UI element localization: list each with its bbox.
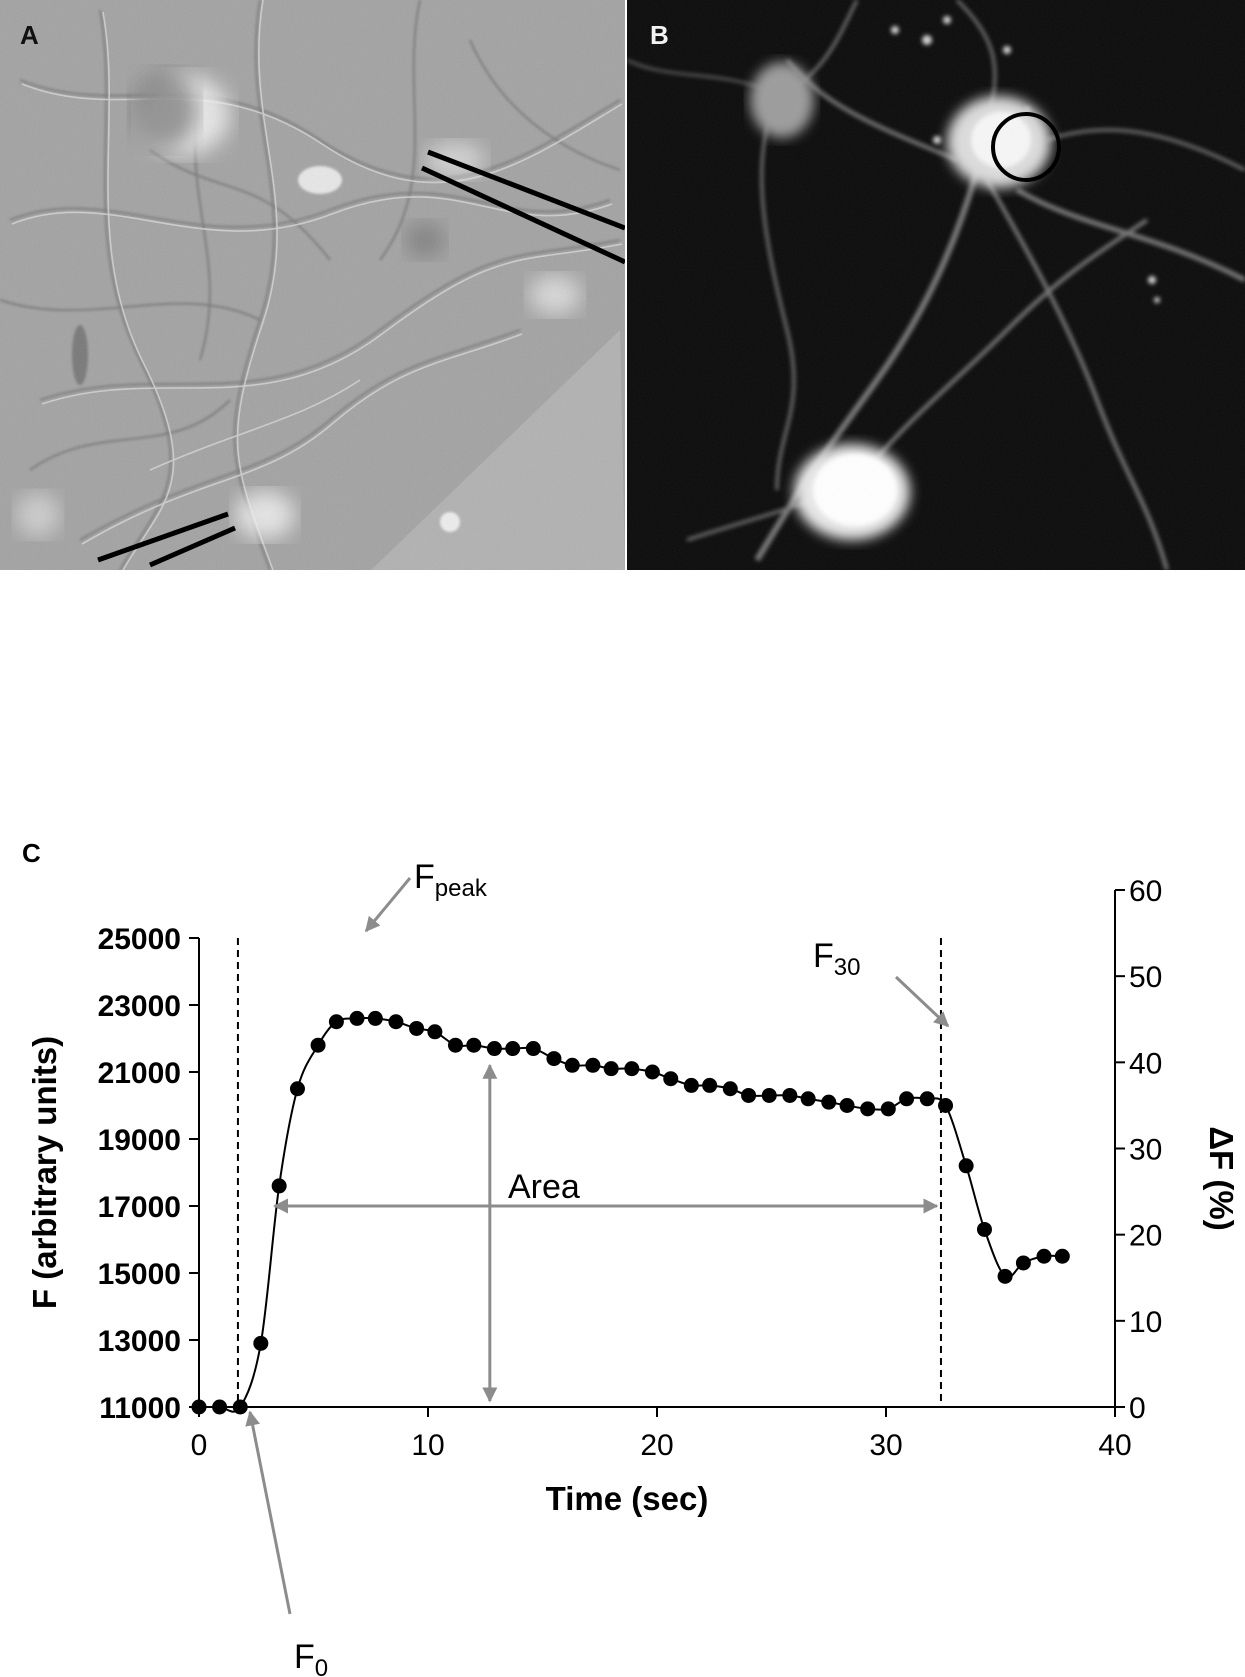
panel-c-label: C [22, 838, 41, 868]
panel-b-fluorescence-image: B [627, 0, 1245, 570]
data-point [958, 1158, 974, 1174]
area-label: Area [508, 1168, 580, 1206]
y-tick-label: 13000 [98, 1325, 181, 1358]
data-point [603, 1061, 619, 1077]
data-point [880, 1101, 896, 1117]
y-tick-label: 19000 [98, 1124, 181, 1157]
y-axis-title: F (arbitrary units) [26, 1036, 63, 1309]
y2-tick-label: 10 [1129, 1306, 1162, 1339]
data-point [388, 1014, 404, 1030]
data-point [741, 1087, 757, 1103]
pipette-lines [97, 149, 625, 568]
f-peak-label: Fpeak [414, 858, 488, 902]
data-point [644, 1064, 660, 1080]
panel-a-dic-image: A [0, 0, 625, 570]
data-point [409, 1020, 425, 1036]
data-point [505, 1041, 521, 1057]
panel-a-label: A [20, 20, 39, 50]
data-point [919, 1091, 935, 1107]
y-tick-label: 21000 [98, 1057, 181, 1090]
series-line [199, 1016, 1063, 1413]
data-point [349, 1010, 365, 1026]
data-point [447, 1037, 463, 1053]
y2-tick-label: 40 [1129, 1047, 1162, 1080]
data-point [191, 1399, 207, 1415]
data-point [585, 1057, 601, 1073]
f0-label: F0 [294, 1638, 328, 1677]
x-tick-label: 20 [640, 1429, 673, 1462]
data-point [367, 1010, 383, 1026]
data-point [782, 1087, 798, 1103]
y-tick-label: 15000 [98, 1258, 181, 1291]
data-point [525, 1041, 541, 1057]
data-point [997, 1268, 1013, 1284]
panel-b-label: B [650, 20, 669, 50]
data-point [564, 1057, 580, 1073]
x-tick-label: 30 [869, 1429, 902, 1462]
x-tick-label: 40 [1098, 1429, 1131, 1462]
data-point [839, 1098, 855, 1113]
data-point [1054, 1248, 1070, 1264]
data-point [821, 1094, 837, 1110]
data-point [899, 1091, 915, 1107]
data-point [289, 1081, 305, 1097]
f0-arrow [245, 1410, 292, 1615]
data-point [486, 1041, 502, 1057]
data-point [761, 1087, 777, 1103]
y-tick-label: 11000 [99, 1392, 181, 1425]
x-tick-label: 0 [191, 1429, 208, 1462]
data-point [663, 1071, 679, 1087]
data-point [253, 1335, 269, 1351]
data-point [427, 1024, 443, 1040]
data-point [546, 1051, 562, 1067]
y-tick-label: 23000 [98, 990, 181, 1023]
roi-circle [991, 112, 1061, 182]
y2-tick-label: 20 [1129, 1220, 1162, 1253]
data-point [232, 1399, 248, 1415]
y2-axis-title: ΔF (%) [1203, 1126, 1240, 1230]
data-point [1015, 1255, 1031, 1271]
data-point [328, 1014, 344, 1030]
fluorescence-time-chart: C 11000 13000 15000 17000 19000 21000 23000 250… [22, 838, 1240, 1677]
dic-micrograph [0, 0, 625, 570]
f-peak-arrow [364, 877, 412, 933]
series [191, 1010, 1070, 1415]
y-tick-label: 25000 [98, 923, 181, 956]
f30-label: F30 [813, 937, 860, 981]
data-point [212, 1399, 228, 1415]
y2-tick-label: 30 [1129, 1134, 1162, 1167]
data-point [1036, 1248, 1052, 1264]
data-point [271, 1178, 287, 1194]
fluorescence-micrograph [627, 0, 1245, 570]
data-point [624, 1061, 640, 1077]
y2-tick-label: 0 [1129, 1392, 1146, 1425]
data-point [976, 1221, 992, 1237]
axes: 11000 13000 15000 17000 19000 21000 23000 25000… [26, 875, 1240, 1517]
f30-arrow [894, 975, 950, 1028]
x-tick-label: 10 [411, 1429, 444, 1462]
data-point [310, 1037, 326, 1053]
x-axis-title: Time (sec) [546, 1480, 709, 1517]
data-point [683, 1077, 699, 1093]
guide-lines [236, 938, 942, 1407]
data-point [800, 1091, 816, 1107]
y-tick-label: 17000 [98, 1191, 181, 1224]
y2-tick-label: 50 [1129, 961, 1162, 994]
data-point [860, 1101, 876, 1117]
y2-tick-label: 60 [1129, 875, 1162, 908]
data-point [466, 1037, 482, 1053]
data-point [938, 1098, 954, 1113]
data-point [722, 1081, 738, 1097]
annotations: Fpeak F30 F0 Area [245, 858, 950, 1677]
data-point [702, 1077, 718, 1093]
